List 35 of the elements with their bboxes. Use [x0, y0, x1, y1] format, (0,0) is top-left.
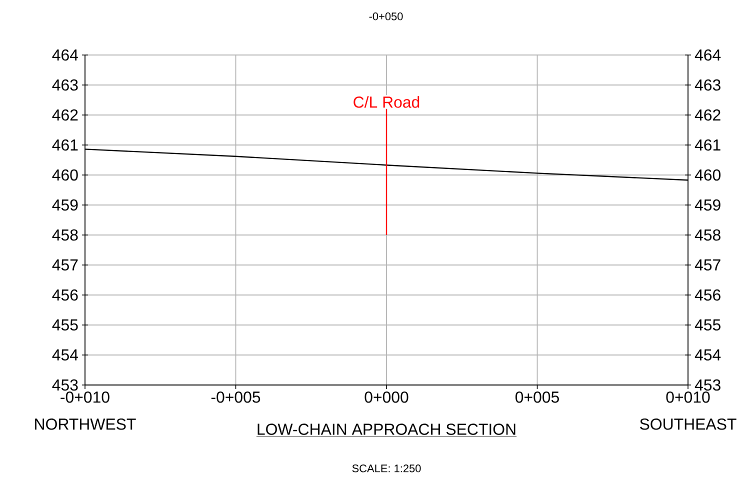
annotation: C/L Road	[354, 96, 420, 108]
y2-tick-label: 458	[52, 229, 78, 241]
x-tick-label: -0+005	[211, 392, 260, 403]
y-tick-label: 464	[694, 49, 721, 61]
y-tick-label: 458	[694, 229, 720, 241]
text: NORTHWEST	[35, 418, 136, 430]
y2-tick-label: 460	[52, 169, 78, 181]
y-tick-label: 463	[694, 79, 720, 91]
y2-tick-label: 461	[52, 139, 78, 151]
x-tick-label: 0+005	[515, 392, 559, 403]
y2-tick-label: 463	[52, 79, 78, 91]
y-tick-label: 460	[694, 169, 720, 181]
chart-title: -0+050	[369, 12, 403, 20]
y2-tick-label: 456	[52, 289, 78, 301]
text: SCALE: 1:250	[352, 464, 421, 472]
y2-tick-label: 459	[52, 199, 78, 211]
y2-tick-label: 453	[52, 379, 78, 391]
y-tick-label: 457	[694, 259, 720, 271]
text: SOUTHEAST	[640, 418, 736, 430]
y-tick-label: 462	[694, 109, 720, 121]
y-tick-label: 459	[694, 199, 720, 211]
y2-tick-label: 455	[52, 319, 78, 331]
x-tick-label: -0+010	[60, 392, 110, 403]
y2-tick-label: 464	[52, 49, 78, 61]
y2-tick-label: 462	[52, 109, 78, 121]
y-tick-label: 454	[694, 349, 721, 361]
y2-tick-label: 454	[52, 349, 78, 361]
x-tick-label: 0+000	[364, 392, 408, 403]
y-tick-label: 453	[694, 379, 720, 391]
y-tick-label: 456	[694, 289, 720, 301]
x-tick-label: 0+010	[666, 392, 710, 403]
y-tick-label: 461	[694, 139, 720, 151]
y2-tick-label: 457	[52, 259, 78, 271]
x-axis-title: LOW-CHAIN APPROACH SECTION	[258, 424, 516, 435]
y-tick-label: 455	[694, 319, 720, 331]
